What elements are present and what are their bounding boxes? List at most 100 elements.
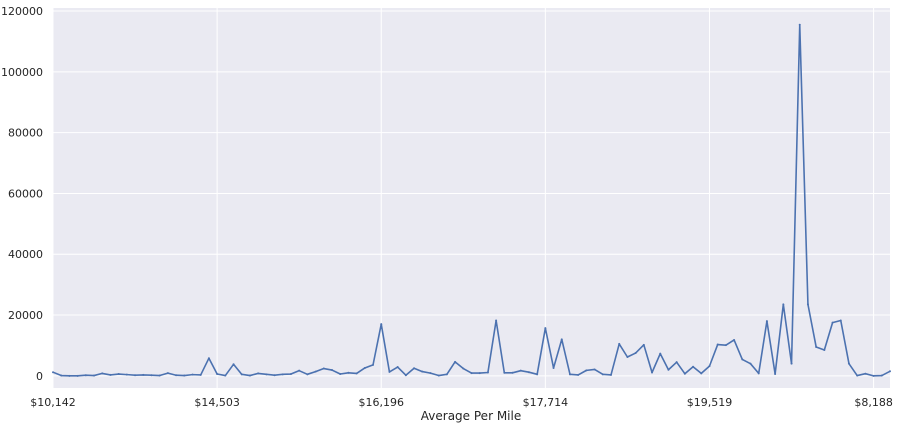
data-point: [839, 319, 842, 322]
data-point: [207, 357, 210, 360]
data-point: [585, 369, 588, 372]
grid-lines: [52, 8, 890, 388]
y-tick-label: 60000: [8, 187, 43, 200]
data-point: [790, 362, 793, 365]
data-point: [232, 363, 235, 366]
data-point: [404, 374, 407, 377]
data-point: [651, 371, 654, 374]
data-point: [289, 373, 292, 376]
data-point: [593, 368, 596, 371]
data-point: [765, 320, 768, 323]
data-point: [355, 372, 358, 375]
data-point: [462, 367, 465, 370]
y-tick-label: 100000: [1, 66, 43, 79]
data-point: [495, 319, 498, 322]
data-point: [372, 363, 375, 366]
data-point: [626, 355, 629, 358]
data-point: [76, 374, 79, 377]
data-point: [273, 374, 276, 377]
y-tick-label: 0: [36, 370, 43, 383]
data-point: [675, 361, 678, 364]
data-point: [864, 372, 867, 375]
data-point: [134, 374, 137, 377]
data-point: [413, 367, 416, 370]
data-point: [52, 371, 54, 374]
data-point: [363, 366, 366, 369]
data-point: [84, 374, 87, 377]
data-point: [889, 370, 891, 373]
data-point: [421, 370, 424, 373]
data-point: [158, 374, 161, 377]
data-point: [437, 374, 440, 377]
data-point: [503, 371, 506, 374]
data-point: [454, 360, 457, 363]
data-point: [847, 362, 850, 365]
data-point: [281, 373, 284, 376]
y-tick-label: 40000: [8, 248, 43, 261]
data-point: [478, 372, 481, 375]
data-point: [815, 345, 818, 348]
data-point: [708, 365, 711, 368]
data-point: [347, 371, 350, 374]
data-point: [749, 362, 752, 365]
x-tick-label: $10,142: [30, 396, 76, 409]
data-point: [331, 369, 333, 372]
plot-background: [53, 8, 890, 388]
data-point: [856, 374, 859, 377]
x-tick-labels: $10,142 $14,503 $16,196 $17,714 $19,519 $8,18…: [30, 396, 893, 409]
data-point: [380, 323, 383, 326]
data-point: [667, 368, 670, 371]
data-point: [183, 374, 186, 377]
data-point: [659, 352, 662, 355]
x-axis-title: Average Per Mile: [421, 409, 521, 423]
data-point: [724, 344, 727, 347]
data-point: [601, 373, 604, 376]
data-point: [68, 374, 71, 377]
data-point: [224, 374, 227, 377]
data-point: [199, 373, 202, 376]
data-point: [257, 372, 260, 375]
data-point: [683, 372, 686, 375]
data-point: [519, 369, 522, 372]
x-tick-label: $17,714: [523, 396, 569, 409]
data-point: [445, 373, 448, 376]
data-point: [782, 303, 785, 306]
data-point: [733, 338, 736, 341]
data-point: [117, 373, 120, 376]
data-point: [125, 373, 128, 376]
x-tick-label: $16,196: [358, 396, 404, 409]
data-point: [322, 367, 325, 370]
data-point: [774, 373, 777, 376]
data-point: [486, 371, 489, 374]
data-point: [741, 358, 744, 361]
data-point: [93, 374, 96, 377]
data-point: [634, 352, 637, 355]
data-point: [470, 372, 473, 375]
data-point: [700, 372, 703, 375]
data-point: [429, 372, 432, 375]
data-point: [806, 303, 809, 306]
data-point: [101, 372, 104, 375]
data-point: [150, 374, 153, 377]
data-point: [265, 373, 268, 376]
data-point: [388, 370, 391, 373]
data-point: [642, 343, 645, 346]
data-point: [240, 373, 243, 376]
data-point: [306, 373, 309, 376]
y-tick-labels: 0 20000 40000 60000 80000 100000 120000: [1, 5, 43, 383]
data-point: [314, 370, 317, 373]
y-tick-label: 80000: [8, 127, 43, 140]
data-point: [798, 23, 801, 26]
data-point: [823, 349, 826, 351]
series-layer: [52, 23, 891, 377]
data-point: [191, 373, 194, 376]
y-tick-label: 120000: [1, 5, 43, 18]
data-point: [109, 373, 112, 376]
data-point: [175, 374, 178, 377]
data-point: [216, 373, 219, 376]
data-point: [880, 374, 883, 377]
data-point: [248, 374, 251, 377]
data-point: [142, 373, 145, 376]
data-point: [396, 366, 399, 369]
